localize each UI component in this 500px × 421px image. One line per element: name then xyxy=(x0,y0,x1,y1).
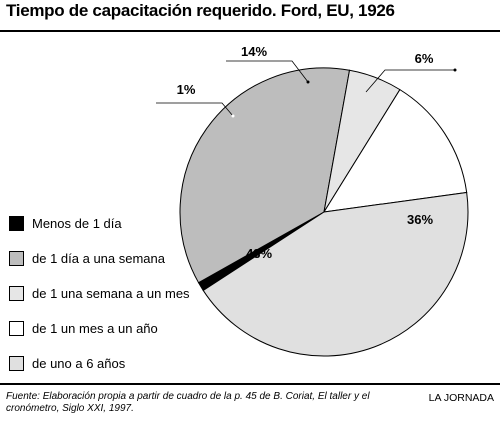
slice-label-4: 14% xyxy=(241,44,267,59)
legend-swatch xyxy=(9,320,24,336)
leader-dot-4 xyxy=(306,80,310,84)
pie-slice-5 xyxy=(202,191,469,357)
leader-dot-3 xyxy=(453,68,457,72)
leader-line-1 xyxy=(156,102,234,117)
slice-label-5: 43% xyxy=(246,246,272,261)
brand-credit: LA JORNADA xyxy=(428,392,494,404)
legend-swatch xyxy=(9,215,24,231)
legend-label: de 1 una semana a un mes xyxy=(32,285,190,301)
legend-label: de 1 día a una semana xyxy=(32,250,165,266)
slice-label-1: 1% xyxy=(177,82,196,97)
leader-lines xyxy=(156,60,457,118)
leader-line-3 xyxy=(365,69,455,93)
legend-label: de 1 un mes a un año xyxy=(32,320,158,336)
source-note: Fuente: Elaboración propia a partir de c… xyxy=(6,391,370,414)
legend-swatch xyxy=(9,355,24,371)
top-rule xyxy=(0,30,500,32)
legend: Menos de 1 día de 1 día a una semana de … xyxy=(9,214,190,389)
legend-item-uno-a-6-anos: de uno a 6 años xyxy=(9,354,190,372)
legend-item-1-semana-a-un-mes: de 1 una semana a un mes xyxy=(9,284,190,302)
bottom-rule xyxy=(0,383,500,385)
pie-slices xyxy=(179,67,469,357)
chart-title: Tiempo de capacitación requerido. Ford, … xyxy=(6,1,395,20)
pie-slice-4 xyxy=(323,88,468,213)
legend-swatch xyxy=(9,250,24,266)
slice-label-2: 36% xyxy=(407,212,433,227)
legend-item-menos-de-1-dia: Menos de 1 día xyxy=(9,214,190,232)
slice-labels: 1% 36% 6% 14% 43% xyxy=(177,44,434,261)
leader-line-4 xyxy=(226,60,309,83)
legend-swatch xyxy=(9,285,24,301)
legend-item-1-dia-a-una-semana: de 1 día a una semana xyxy=(9,249,190,267)
slice-label-3: 6% xyxy=(415,51,434,66)
legend-label: Menos de 1 día xyxy=(32,215,122,231)
leader-dot-1 xyxy=(231,114,235,118)
pie-slice-2 xyxy=(179,67,351,284)
legend-label: de uno a 6 años xyxy=(32,355,126,371)
legend-item-1-mes-a-un-ano: de 1 un mes a un año xyxy=(9,319,190,337)
